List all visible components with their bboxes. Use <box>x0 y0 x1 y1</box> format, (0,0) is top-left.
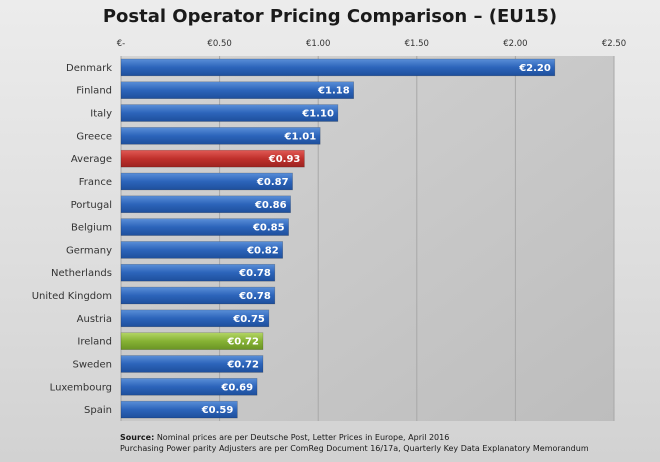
data-label: €0.72 <box>226 359 259 370</box>
source-text-1: Nominal prices are per Deutsche Post, Le… <box>156 433 450 442</box>
category-label: Greece <box>76 131 112 142</box>
data-label: €2.20 <box>518 63 551 74</box>
x-tick-label: €2.50 <box>602 39 626 49</box>
category-label: Average <box>71 154 112 165</box>
bar-france <box>120 172 293 191</box>
category-label: Belgium <box>71 223 112 234</box>
source-label: Source: <box>120 433 155 442</box>
category-label: Italy <box>90 109 112 120</box>
category-label: Ireland <box>77 337 112 348</box>
category-label: Germany <box>66 245 112 256</box>
category-label: Austria <box>77 314 112 325</box>
bar-denmark <box>120 58 556 77</box>
data-label: €0.86 <box>254 200 287 211</box>
bar-ireland <box>120 332 264 350</box>
source-line-1: Source: Nominal prices are per Deutsche … <box>120 432 589 443</box>
bar-sweden <box>120 355 264 373</box>
category-label: Luxembourg <box>50 382 112 393</box>
bar-belgium <box>120 218 289 236</box>
bar-spain <box>120 400 238 419</box>
x-tick-label: €0.50 <box>207 39 231 49</box>
bar-united-kingdom <box>120 286 276 305</box>
bar-italy <box>120 104 339 122</box>
data-label: €0.75 <box>232 314 265 325</box>
data-label: €1.01 <box>284 131 317 142</box>
data-label: €0.59 <box>201 405 234 416</box>
data-labels: €2.20 €1.18 €1.10 €1.01 €0.93 €0.87 €0.86 €0.85… <box>201 63 551 416</box>
x-tick-label: €- <box>117 39 125 49</box>
source-line-2: Purchasing Power parity Adjusters are pe… <box>120 444 589 453</box>
bar-average <box>120 149 305 168</box>
data-label: €0.93 <box>268 154 301 165</box>
category-label: Sweden <box>72 359 112 370</box>
y-axis-category-labels: Denmark Finland Italy Greece Average France Po… <box>32 63 112 416</box>
category-label: Netherlands <box>51 268 112 279</box>
data-label: €0.78 <box>238 268 271 279</box>
category-label: Finland <box>76 86 112 97</box>
data-label: €0.78 <box>238 291 271 302</box>
bars <box>120 58 556 419</box>
data-label: €1.18 <box>317 86 350 97</box>
data-label: €0.85 <box>252 223 285 234</box>
x-tick-label: €1.00 <box>306 39 330 49</box>
bar-portugal <box>120 195 291 214</box>
category-label: Spain <box>84 405 112 416</box>
category-label: United Kingdom <box>32 291 112 302</box>
category-label: Portugal <box>71 200 112 211</box>
data-label: €1.10 <box>301 109 334 120</box>
category-label: Denmark <box>66 63 112 74</box>
bar-greece <box>120 127 321 145</box>
bar-finland <box>120 81 354 99</box>
data-label: €0.82 <box>246 245 279 256</box>
chart-title: Postal Operator Pricing Comparison – (EU… <box>102 6 558 27</box>
data-label: €0.72 <box>226 337 259 348</box>
bar-austria <box>120 309 270 328</box>
category-label: France <box>79 177 112 188</box>
data-label: €0.87 <box>256 177 289 188</box>
bar-netherlands <box>120 263 276 282</box>
x-axis-tick-labels: €- €0.50 €1.00 €1.50 €2.00 €2.50 <box>117 39 626 49</box>
x-tick-label: €1.50 <box>405 39 429 49</box>
data-label: €0.69 <box>220 382 253 393</box>
bar-luxembourg <box>120 378 258 396</box>
source-note: Source: Nominal prices are per Deutsche … <box>120 432 589 454</box>
x-tick-label: €2.00 <box>503 39 527 49</box>
bar-germany <box>120 241 284 259</box>
